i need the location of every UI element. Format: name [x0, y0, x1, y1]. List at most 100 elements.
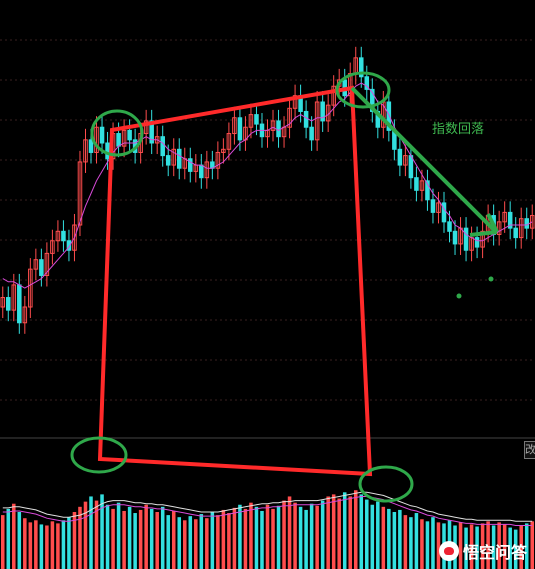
candle-body: [513, 227, 518, 239]
candle-body: [397, 148, 403, 166]
volume-bar: [232, 507, 237, 569]
volume-bar: [138, 509, 143, 569]
candle-body: [320, 101, 325, 122]
candle-body: [221, 148, 226, 153]
candle-body: [430, 199, 436, 213]
candle-body: [303, 110, 309, 128]
volume-bar: [56, 523, 60, 569]
candle-body: [77, 161, 83, 226]
volume-bar: [486, 521, 490, 569]
watermark-text: 悟空问答: [462, 543, 527, 562]
volume-bar: [39, 524, 44, 569]
candle-body: [143, 120, 149, 135]
candle-body: [204, 161, 210, 179]
volume-bar: [365, 499, 369, 569]
volume-bar: [309, 503, 314, 569]
volume-bar: [475, 526, 479, 569]
volume-bar: [497, 522, 501, 569]
candle-body: [331, 85, 336, 106]
candle-body: [215, 151, 221, 169]
candle-body: [116, 133, 121, 147]
candle-body: [50, 240, 55, 254]
volume-bar: [409, 517, 413, 569]
candle-body: [127, 129, 132, 141]
annotation-dot: [456, 293, 462, 299]
candle-body: [496, 221, 502, 235]
volume-bar: [28, 522, 33, 569]
candle-body: [165, 155, 171, 166]
candle-body: [502, 211, 507, 223]
volume-bar: [464, 527, 468, 569]
candle-body: [518, 218, 524, 239]
candle-body: [28, 268, 33, 308]
candle-body: [83, 139, 88, 163]
volume-bar: [171, 510, 176, 569]
candle-body: [88, 139, 94, 153]
volume-bar: [282, 500, 286, 569]
candlestick-series: [0, 46, 535, 334]
candle-body: [72, 224, 77, 251]
volume-bar: [519, 525, 523, 569]
volume-bar: [320, 500, 325, 569]
volume-bar: [149, 508, 154, 569]
candle-body: [55, 230, 61, 242]
volume-bar: [166, 515, 170, 569]
candle-body: [254, 114, 259, 125]
candle-body: [105, 142, 110, 160]
candle-body: [408, 155, 414, 179]
volume-bar: [100, 494, 104, 569]
volume-bar: [331, 494, 336, 569]
green-circle: [358, 465, 414, 503]
volume-bar: [480, 523, 485, 569]
candle-body: [171, 148, 177, 166]
volume-bar: [83, 501, 88, 569]
volume-bar: [221, 509, 226, 569]
volume-bar: [249, 502, 253, 569]
watermark: 悟空问答: [438, 539, 527, 563]
candle-body: [524, 218, 529, 229]
volume-bar: [326, 496, 330, 569]
candle-body: [314, 101, 320, 141]
candle-body: [370, 88, 375, 112]
trend-arrow-head: [469, 230, 498, 237]
volume-bar: [45, 525, 49, 569]
volume-bar: [342, 492, 347, 569]
volume-bar: [387, 508, 391, 569]
candle-body: [414, 177, 419, 191]
annotation-dot: [488, 276, 494, 282]
candle-body: [248, 114, 254, 128]
candle-body: [33, 259, 39, 270]
candle-body: [441, 202, 447, 223]
red-quadrilateral: [97, 85, 373, 477]
side-tab[interactable]: 改: [524, 441, 535, 459]
annotation-label: 指数回落: [432, 122, 485, 137]
volume-bar: [67, 517, 71, 569]
candle-body: [480, 230, 485, 248]
candle-body: [160, 136, 165, 157]
candle-body: [176, 148, 182, 169]
volume-bar: [458, 522, 463, 569]
volume-bar: [420, 519, 424, 569]
volume-bar: [337, 498, 341, 569]
volume-bar: [194, 519, 198, 569]
volume-bar: [116, 502, 121, 569]
volume-bar: [260, 510, 264, 569]
volume-bar: [205, 518, 209, 569]
annotations: [70, 71, 499, 503]
volume-bar: [23, 518, 27, 569]
candle-body: [474, 237, 480, 248]
volume-bar: [530, 521, 535, 569]
volume-bar: [381, 506, 386, 569]
volume-bar: [0, 515, 5, 569]
volume-bar: [122, 510, 126, 569]
volume-bar: [133, 513, 137, 569]
candle-body: [463, 227, 469, 251]
candle-body: [11, 284, 17, 311]
volume-bar: [436, 522, 441, 569]
green-circle: [335, 71, 391, 109]
candle-body: [199, 164, 204, 179]
volume-bar: [353, 490, 358, 569]
price-ma-line: [2, 82, 533, 289]
volume-bar: [502, 524, 507, 569]
volume-bar: [276, 505, 281, 569]
